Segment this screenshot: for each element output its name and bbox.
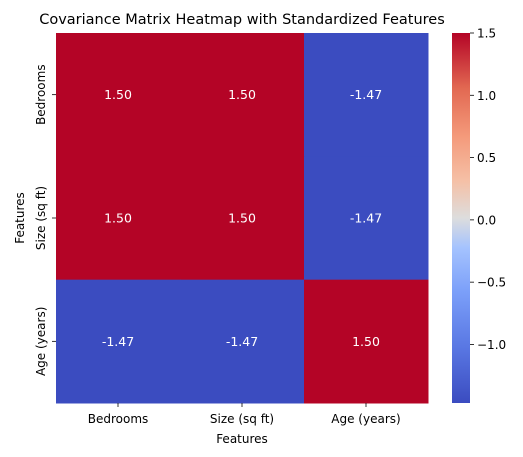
chart-title: Covariance Matrix Heatmap with Standardi… [39, 12, 445, 28]
y-axis: Bedrooms Size (sq ft) Age (years) [34, 64, 56, 376]
colorbar-tick-label: −0.5 [477, 276, 506, 290]
cell-value-label: -1.47 [226, 334, 258, 349]
y-tick-label: Age (years) [34, 307, 48, 376]
x-axis: Bedrooms Size (sq ft) Age (years) [88, 403, 401, 426]
cell-value-label: 1.50 [228, 87, 256, 102]
heatmap-cell [180, 279, 305, 404]
cell-value-label: 1.50 [104, 211, 132, 226]
x-axis-label: Features [216, 432, 268, 446]
x-tick-label: Age (years) [331, 412, 400, 426]
heatmap-annotations: 1.50 1.50 -1.47 1.50 1.50 -1.47 -1.47 -1.47 1.50 [102, 87, 382, 349]
cell-value-label: -1.47 [350, 211, 382, 226]
cell-value-label: 1.50 [228, 211, 256, 226]
heatmap-cell [304, 156, 429, 281]
heatmap-cell [180, 33, 305, 157]
heatmap-cell [56, 33, 181, 157]
y-tick-label: Size (sq ft) [34, 186, 48, 250]
heatmap-cell [56, 279, 181, 404]
y-tick-label: Bedrooms [34, 64, 48, 125]
colorbar-tick-label: −1.0 [477, 338, 506, 352]
heatmap-cell [304, 279, 429, 404]
colorbar-tick-label: 0.5 [477, 151, 496, 165]
cell-value-label: 1.50 [352, 334, 380, 349]
x-tick-label: Bedrooms [88, 412, 149, 426]
heatmap-cell [180, 156, 305, 281]
y-axis-label: Features [13, 192, 27, 244]
colorbar-tick-label: 1.0 [477, 89, 496, 103]
colorbar-tick-label: 0.0 [477, 213, 496, 227]
colorbar [452, 33, 470, 403]
heatmap-cell [304, 33, 429, 157]
colorbar-tick-label: 1.5 [477, 27, 496, 41]
x-tick-label: Size (sq ft) [210, 412, 274, 426]
colorbar-axis: 1.5 1.0 0.5 0.0 −0.5 −1.0 [470, 27, 506, 352]
cell-value-label: -1.47 [102, 334, 134, 349]
heatmap-cells [56, 33, 429, 404]
cell-value-label: -1.47 [350, 87, 382, 102]
cell-value-label: 1.50 [104, 87, 132, 102]
heatmap-cell [56, 156, 181, 281]
